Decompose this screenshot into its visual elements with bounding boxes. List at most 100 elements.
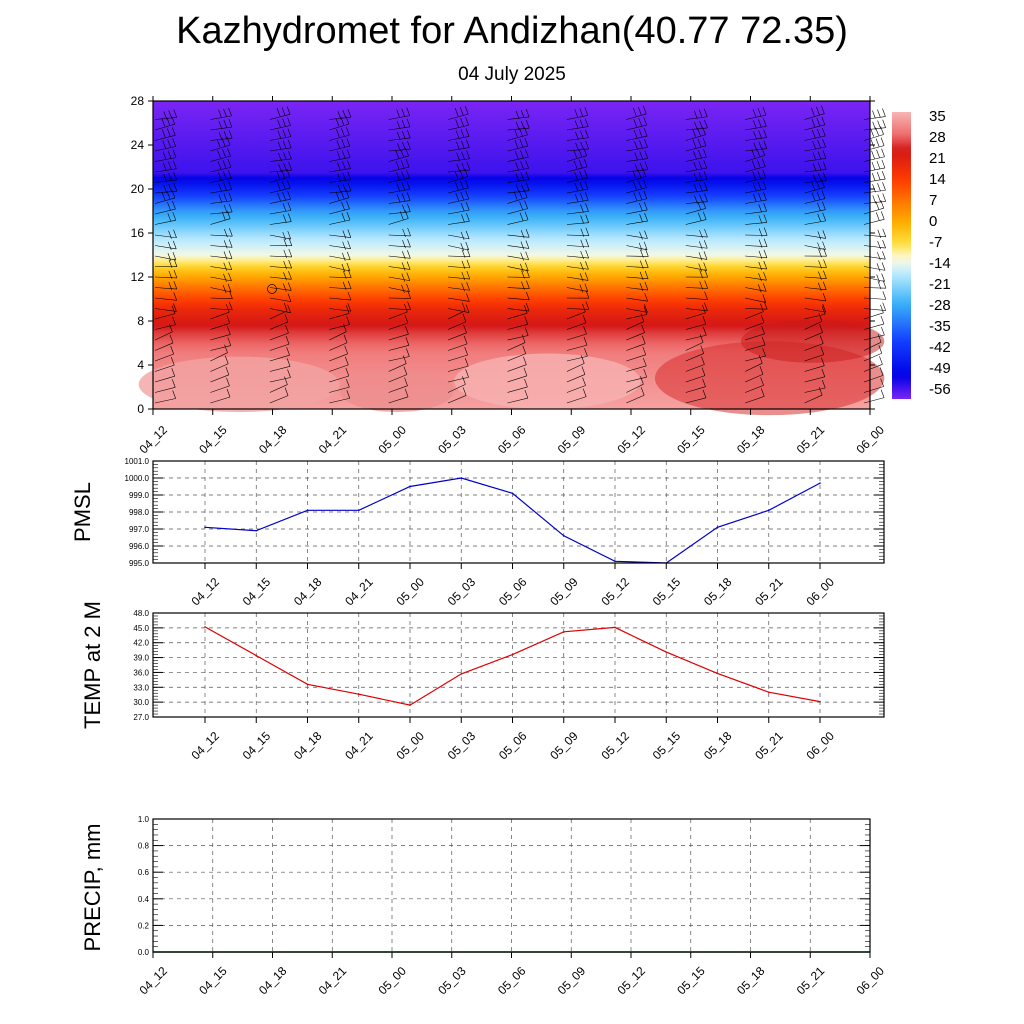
wind-barb [329,303,352,312]
wind-barb [269,376,288,393]
wind-barb [507,251,529,261]
wind-barb [804,212,827,225]
wind-barb [685,302,708,312]
wind-barb [447,346,468,362]
wind-barb [685,137,707,152]
wind-barb [745,294,767,303]
y-tick-label: 20 [131,182,145,196]
wind-barb [566,301,590,310]
y-tick-label: 0.0 [138,948,150,957]
x-tick-label: 05_18 [734,964,768,998]
wind-barb [154,345,174,362]
wind-barb [269,248,293,259]
chart-subtitle: 04 July 2025 [458,64,566,85]
wind-barb [685,182,708,194]
wind-barb [626,105,647,120]
wind-barb [626,324,645,341]
wind-barb [329,323,347,341]
wind-barb [626,201,648,215]
wind-barb [210,272,232,282]
wind-barb [388,170,410,183]
wind-barb [447,376,466,393]
wind-barb [507,160,529,173]
wind-barb [269,358,291,372]
x-tick-label: 05_12 [598,729,632,763]
wind-barb [804,324,823,341]
wind-barb [804,201,826,215]
data-point [767,691,770,694]
wind-barb [388,250,411,260]
wind-barb [745,158,766,173]
x-tick-label: 05_06 [496,575,530,609]
wind-barb [804,150,827,162]
wind-barb [566,377,586,393]
wind-barb [685,327,707,341]
wind-barb [448,230,470,240]
y-tick-label: 33.0 [133,683,149,692]
wind-barb [626,230,648,240]
wind-barb [388,337,410,351]
wind-barb [154,356,175,372]
wind-barb [448,179,469,194]
wind-barb [388,181,411,194]
wind-barb [269,128,292,141]
wind-barb [745,169,766,183]
wind-barb [210,315,231,330]
wind-barb [863,334,882,351]
wind-barb [269,271,292,281]
wind-barb [448,161,471,173]
data-point [460,477,463,479]
y-tick-label: 0.4 [138,895,150,904]
wind-barb [269,304,291,314]
heatmap-surface-patch-1 [339,368,455,413]
wind-barb [626,161,649,173]
wind-barb [329,316,350,330]
wind-barb [685,367,706,383]
x-tick-label: 04_21 [342,729,376,763]
x-tick-label: 05_03 [445,575,479,609]
wind-barb [154,292,177,301]
wind-barb [329,149,351,162]
wind-barb [804,139,826,152]
wind-barb [388,388,409,404]
wind-barb [329,379,350,393]
wind-barb [745,191,767,204]
x-tick-label: 04_12 [136,964,170,998]
data-point [819,700,821,703]
wind-barb [566,107,589,120]
wind-barb [329,356,349,372]
wind-barb [626,150,649,162]
wind-barb [210,301,233,311]
wind-barb [863,119,886,131]
x-tick-label: 04_12 [188,729,222,763]
x-tick-label: 06_00 [803,575,837,609]
data-point [409,704,411,706]
wind-barb [269,202,292,215]
data-point [255,654,258,657]
wind-barb [863,356,883,372]
wind-barb [863,148,885,162]
wind-barb [210,337,232,351]
wind-barb [210,107,232,120]
wind-barb [269,260,292,270]
data-point [255,529,258,532]
wind-barb [154,303,177,312]
x-tick-label: 05_09 [555,423,589,457]
data-point [204,526,206,529]
wind-barb [388,129,411,141]
x-tick-label: 05_12 [614,423,648,457]
wind-barb [626,116,648,131]
y-tick-label: 0.8 [138,842,150,851]
wind-barb [388,348,410,362]
x-tick-label: 04_15 [196,423,230,457]
wind-barb [863,291,887,300]
data-point [716,672,719,675]
wind-barb [745,180,767,194]
plot-frame [152,612,885,718]
wind-barb [745,203,767,215]
wind-barb [154,240,177,251]
wind-barb [448,202,470,215]
wind-barb [566,283,589,293]
wind-barb [626,168,647,183]
wind-barb [863,367,884,383]
